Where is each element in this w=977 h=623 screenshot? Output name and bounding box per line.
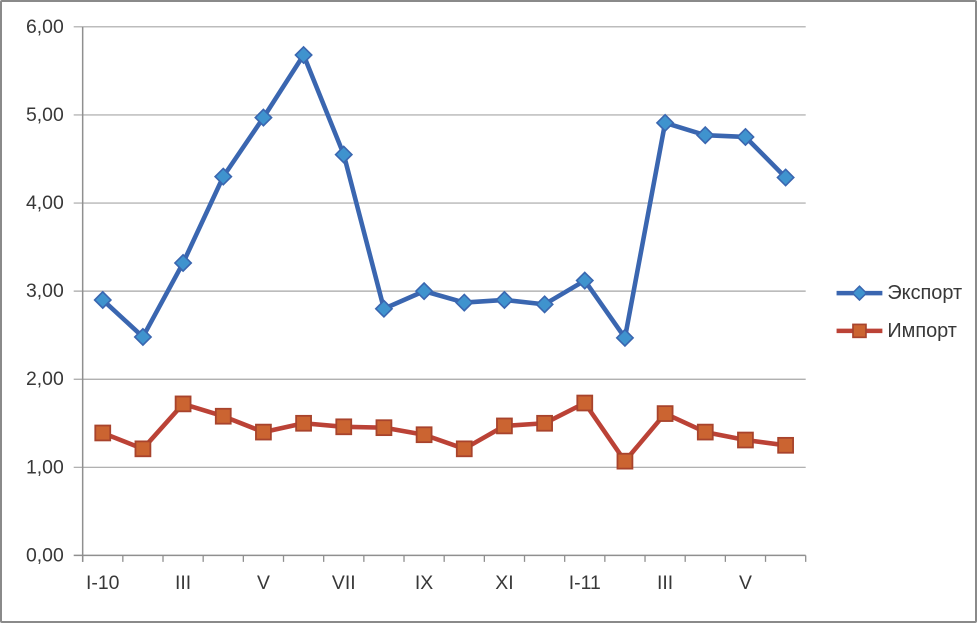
axes bbox=[73, 26, 807, 562]
legend-label: Экспорт bbox=[887, 282, 962, 304]
y-tick-label: 6,00 bbox=[26, 16, 64, 38]
export-diamond-marker bbox=[294, 45, 313, 65]
export-diamond-marker bbox=[334, 145, 354, 164]
import-square-marker bbox=[536, 414, 553, 432]
y-tick-label: 5,00 bbox=[26, 104, 64, 126]
series-line-export bbox=[100, 52, 788, 341]
export-diamond-marker bbox=[254, 108, 273, 127]
export-diamond-marker bbox=[575, 271, 595, 290]
import-square-marker bbox=[134, 440, 152, 458]
y-tick-label: 1,00 bbox=[26, 456, 64, 478]
import-square-marker bbox=[375, 419, 393, 437]
x-tick-label: VII bbox=[332, 572, 356, 594]
x-tick-label: I-11 bbox=[569, 572, 601, 594]
export-diamond-marker bbox=[736, 127, 755, 147]
legend-label: Импорт bbox=[887, 320, 957, 342]
export-diamond-marker bbox=[655, 113, 675, 133]
legend-item-export: Экспорт bbox=[836, 282, 962, 304]
export-diamond-marker bbox=[776, 168, 795, 187]
import-square-marker bbox=[496, 417, 513, 435]
y-axis-labels: 0,00 1,00 2,00 3,00 4,00 5,00 6,00 bbox=[26, 16, 64, 567]
import-square-marker bbox=[255, 423, 272, 441]
export-diamond-marker bbox=[454, 293, 474, 312]
import-square-marker bbox=[415, 426, 433, 444]
export-diamond-marker bbox=[535, 295, 554, 314]
export-diamond-marker bbox=[695, 125, 715, 145]
y-tick-label: 4,00 bbox=[26, 192, 64, 214]
series-line-import bbox=[100, 400, 788, 464]
import-square-marker bbox=[214, 407, 232, 425]
import-square-marker bbox=[455, 440, 473, 458]
x-tick-label: IX bbox=[415, 572, 433, 594]
import-square-marker bbox=[696, 423, 714, 441]
x-tick-label: I-10 bbox=[86, 572, 120, 594]
import-square-marker bbox=[94, 424, 112, 442]
x-tick-label: V bbox=[739, 572, 752, 594]
export-diamond-marker bbox=[213, 167, 233, 186]
export-diamond-marker bbox=[414, 281, 434, 301]
import-square-marker bbox=[576, 394, 594, 412]
import-square-marker bbox=[335, 418, 353, 436]
y-tick-label: 0,00 bbox=[26, 544, 64, 566]
import-square-marker bbox=[656, 405, 674, 422]
legend: Экспорт Импорт bbox=[836, 282, 962, 342]
y-tick-label: 2,00 bbox=[26, 368, 64, 390]
y-tick-label: 3,00 bbox=[26, 280, 64, 302]
legend-item-import: Импорт bbox=[836, 320, 957, 342]
export-diamond-marker bbox=[374, 299, 394, 319]
legend-export-diamond-marker bbox=[851, 285, 868, 302]
import-square-marker bbox=[174, 395, 192, 413]
x-tick-label: III bbox=[175, 572, 191, 594]
legend-import-square-marker bbox=[852, 323, 867, 339]
x-tick-label: XI bbox=[495, 572, 513, 594]
import-square-marker bbox=[777, 436, 794, 454]
export-diamond-marker bbox=[173, 253, 193, 273]
export-diamond-marker bbox=[615, 328, 635, 348]
import-square-marker bbox=[616, 452, 634, 470]
import-square-marker bbox=[737, 431, 754, 449]
x-tick-label: III bbox=[657, 572, 673, 594]
x-axis-labels: I-10 III V VII IX XI I-11 III V bbox=[86, 572, 752, 594]
export-diamond-marker bbox=[93, 290, 113, 310]
gridlines bbox=[73, 26, 806, 468]
x-tick-label: V bbox=[257, 572, 270, 594]
export-diamond-marker bbox=[133, 327, 153, 347]
import-square-marker bbox=[295, 414, 312, 432]
series bbox=[93, 45, 795, 470]
export-diamond-marker bbox=[495, 290, 514, 310]
